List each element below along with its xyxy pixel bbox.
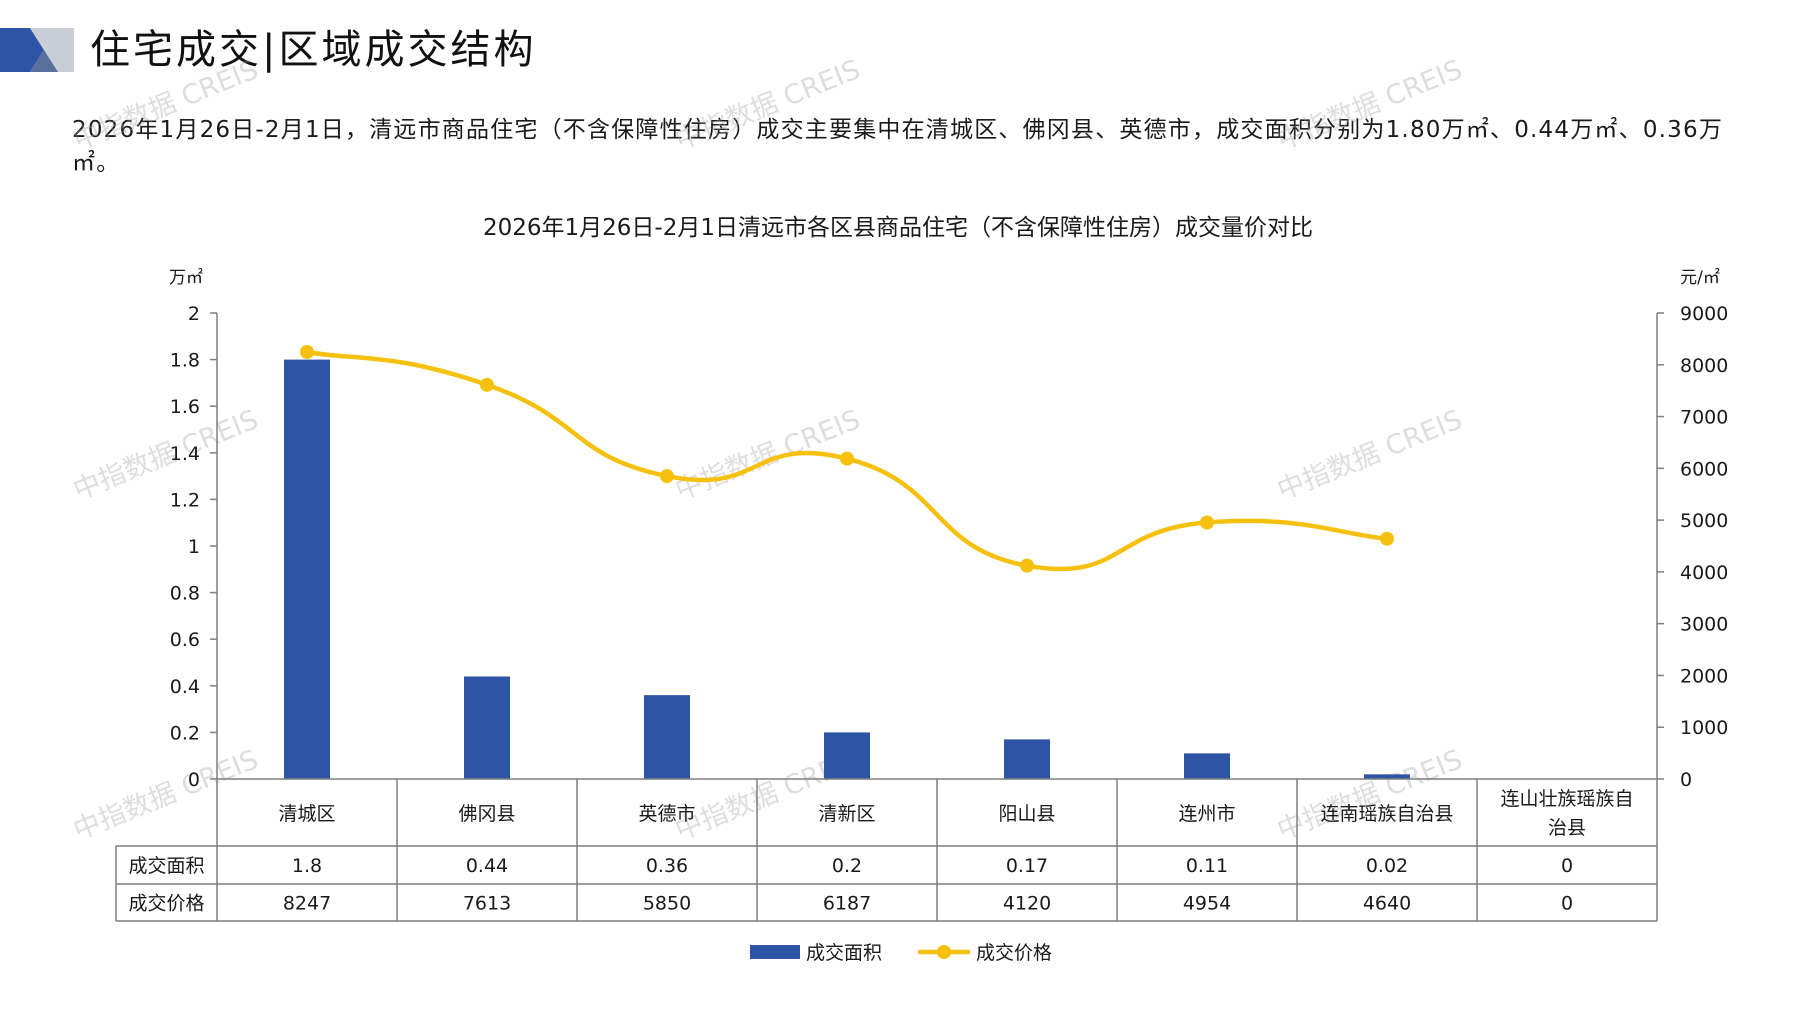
y-left-tick-label: 1 — [188, 536, 200, 558]
watermark-text: 中指数据 CREIS — [69, 54, 263, 156]
table-cell: 0.02 — [1366, 855, 1408, 877]
y-left-tick-label: 0.2 — [170, 722, 200, 744]
y-left-tick-label: 1.2 — [170, 489, 200, 511]
table-cell: 4640 — [1363, 893, 1411, 915]
table-cell: 5850 — [643, 893, 691, 915]
table-row-label: 成交价格 — [128, 893, 204, 915]
price-point-阳山县 — [1020, 558, 1034, 573]
y-right-tick-label: 6000 — [1680, 458, 1728, 480]
watermark-text: 中指数据 CREIS — [671, 54, 865, 156]
category-label: 英德市 — [638, 803, 695, 825]
chart-title: 2026年1月26日-2月1日清远市各区县商品住宅（不含保障性住房）成交量价对比 — [483, 215, 1313, 241]
category-label: 连南瑶族自治县 — [1320, 803, 1453, 825]
y-right-tick-label: 7000 — [1680, 407, 1728, 429]
price-point-清城区 — [300, 344, 314, 359]
legend-bar-swatch — [750, 945, 800, 959]
y-left-tick-label: 1.6 — [170, 396, 200, 418]
y-left-tick-label: 0.6 — [170, 629, 200, 651]
category-label: 连州市 — [1178, 803, 1235, 825]
table-cell: 0 — [1561, 893, 1573, 915]
logo-icon — [0, 28, 74, 72]
table-cell: 1.8 — [292, 855, 322, 877]
category-label: 佛冈县 — [458, 803, 515, 825]
price-point-佛冈县 — [480, 377, 494, 392]
watermark-text: 中指数据 CREIS — [69, 404, 263, 506]
y-right-tick-label: 1000 — [1680, 717, 1728, 739]
logo-light-shape — [30, 28, 74, 72]
y-left-tick-label: 1.4 — [170, 443, 200, 465]
table-cell: 8247 — [283, 893, 331, 915]
table-row-label: 成交面积 — [128, 855, 204, 877]
price-point-连南瑶族自治县 — [1380, 531, 1394, 546]
watermark-text: 中指数据 CREIS — [69, 744, 263, 846]
legend-line-marker — [937, 945, 951, 959]
y-right-tick-label: 0 — [1680, 769, 1692, 791]
table-cell: 4120 — [1003, 893, 1051, 915]
price-point-连州市 — [1200, 515, 1214, 530]
logo-dark-shape — [0, 28, 44, 72]
summary-text: 2026年1月26日-2月1日，清远市商品住宅（不含保障性住房）成交主要集中在清… — [72, 117, 1724, 176]
price-point-英德市 — [660, 469, 674, 484]
page-title: 住宅成交|区域成交结构 — [90, 27, 537, 73]
bar-阳山县 — [1004, 739, 1050, 779]
category-label: 阳山县 — [998, 803, 1055, 825]
y-right-tick-label: 9000 — [1680, 303, 1728, 325]
y-left-tick-label: 0.8 — [170, 583, 200, 605]
table-cell: 6187 — [823, 893, 871, 915]
table-cell: 4954 — [1183, 893, 1231, 915]
y-left-unit: 万㎡ — [169, 268, 203, 288]
y-right-tick-label: 2000 — [1680, 665, 1728, 687]
table-cell: 0.36 — [646, 855, 688, 877]
category-label: 清城区 — [278, 803, 335, 825]
category-label: 连山壮族瑶族自治县 — [1500, 788, 1633, 839]
table-cell: 0 — [1561, 855, 1573, 877]
y-right-tick-label: 4000 — [1680, 562, 1728, 584]
table-cell: 0.17 — [1006, 855, 1048, 877]
table-cell: 0.11 — [1186, 855, 1228, 877]
legend-label: 成交面积 — [806, 942, 882, 964]
bar-清城区 — [284, 359, 330, 779]
bar-清新区 — [824, 732, 870, 779]
table-cell: 0.44 — [466, 855, 508, 877]
watermark-text: 中指数据 CREIS — [1273, 404, 1467, 506]
y-left-tick-label: 2 — [188, 303, 200, 325]
category-label: 清新区 — [818, 803, 875, 825]
table-cell: 0.2 — [832, 855, 862, 877]
y-left-tick-label: 0 — [188, 769, 200, 791]
y-left-tick-label: 0.4 — [170, 676, 200, 698]
bar-佛冈县 — [464, 676, 510, 779]
watermark-text: 中指数据 CREIS — [1273, 744, 1467, 846]
y-right-tick-label: 8000 — [1680, 355, 1728, 377]
watermark-text: 中指数据 CREIS — [1273, 54, 1467, 156]
y-right-tick-label: 5000 — [1680, 510, 1728, 532]
bar-连州市 — [1184, 753, 1230, 779]
legend-label: 成交价格 — [976, 942, 1052, 964]
y-right-unit: 元/㎡ — [1680, 268, 1720, 288]
y-right-tick-label: 3000 — [1680, 614, 1728, 636]
logo-mid-shape — [30, 50, 58, 72]
bar-连南瑶族自治县 — [1364, 774, 1410, 779]
table-cell: 7613 — [463, 893, 511, 915]
price-point-清新区 — [840, 451, 854, 466]
bar-英德市 — [644, 695, 690, 779]
y-left-tick-label: 1.8 — [170, 350, 200, 372]
